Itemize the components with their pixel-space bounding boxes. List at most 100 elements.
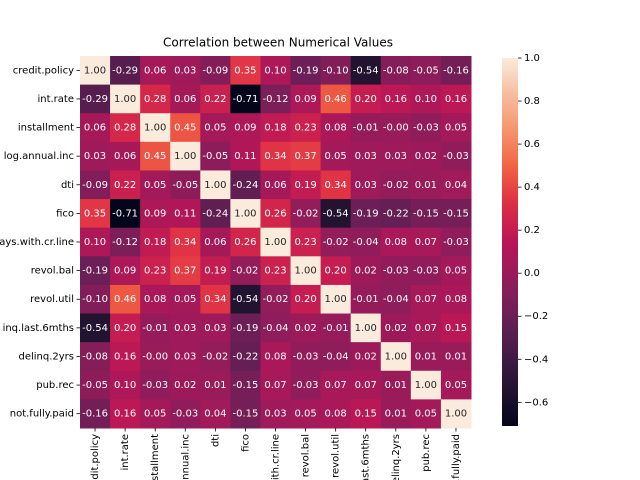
heatmap-cell: [260, 370, 292, 400]
heatmap-cell: [350, 399, 382, 429]
cell-label: -0.03: [443, 151, 469, 162]
heatmap-cell: [350, 284, 382, 315]
cell-label: -0.02: [383, 180, 409, 191]
heatmap-cell: [140, 141, 171, 171]
y-tick-label: credit.policy: [13, 65, 74, 76]
heatmap-cell: [230, 84, 261, 114]
heatmap-cell: [110, 84, 141, 114]
heatmap-cell: [170, 199, 201, 229]
cell-label: 0.08: [445, 294, 467, 305]
x-tick-label: days.with.cr.line: [271, 434, 282, 480]
cell-label: -0.19: [293, 65, 319, 76]
cell-label: 0.19: [204, 266, 226, 277]
cell-label: 0.46: [114, 294, 136, 305]
x-tick-label: revol.bal: [301, 434, 312, 477]
cell-label: 0.35: [84, 208, 106, 219]
cell-label: -0.29: [112, 65, 138, 76]
heatmap-cell: [260, 227, 292, 257]
heatmap-cell: [200, 370, 231, 400]
heatmap-cell: [110, 170, 141, 200]
heatmap-cell: [170, 56, 201, 86]
cell-label: 0.02: [294, 323, 316, 334]
heatmap-cell: [410, 342, 442, 372]
cell-label: -0.03: [293, 380, 319, 391]
cell-label: 0.19: [294, 180, 316, 191]
x-tick-label: inq.last.6mths: [361, 434, 372, 480]
heatmap-cell: [110, 256, 141, 286]
heatmap-cell: [410, 56, 442, 86]
cell-label: -0.71: [232, 94, 258, 105]
cell-label: -0.15: [413, 208, 439, 219]
heatmap-cell: [440, 141, 472, 171]
y-tick-label: delinq.2yrs: [18, 351, 74, 362]
cell-label: 0.04: [445, 180, 467, 191]
cell-label: 0.07: [325, 380, 347, 391]
heatmap-cell: [290, 56, 322, 86]
heatmap-cell: [260, 342, 292, 372]
heatmap-cell: [320, 256, 352, 286]
cell-label: -0.03: [413, 123, 439, 134]
cell-label: -0.04: [323, 351, 349, 362]
heatmap-cell: [200, 56, 231, 86]
heatmap-cell: [140, 342, 171, 372]
cell-label: 0.34: [325, 180, 347, 191]
cell-label: 0.46: [325, 94, 347, 105]
heatmap-cell: [440, 113, 472, 143]
heatmap-cell: [350, 342, 382, 372]
heatmap-cell: [230, 170, 261, 200]
cell-label: -0.22: [232, 351, 258, 362]
heatmap-cell: [410, 113, 442, 143]
cell-label: -0.03: [443, 237, 469, 248]
cell-label: 1.00: [174, 151, 196, 162]
heatmap-cell: [200, 399, 231, 429]
colorbar: [502, 58, 518, 426]
heatmap-cell: [170, 227, 201, 257]
heatmap-cell: [200, 141, 231, 171]
heatmap-cell: [200, 342, 231, 372]
cell-label: 0.20: [355, 94, 377, 105]
cell-label: 0.01: [415, 351, 437, 362]
cell-label: 0.03: [385, 151, 407, 162]
cell-label: 0.06: [114, 151, 136, 162]
cell-label: 0.34: [264, 151, 286, 162]
heatmap-cell: [380, 199, 412, 229]
x-tick-label: delinq.2yrs: [391, 434, 402, 480]
cell-label: 0.05: [325, 151, 347, 162]
heatmap-cell: [170, 113, 201, 143]
heatmap-cell: [110, 113, 141, 143]
cell-label: 1.00: [264, 237, 286, 248]
cell-label: 1.00: [84, 65, 106, 76]
cell-label: 0.45: [144, 151, 166, 162]
heatmap-cell: [110, 141, 141, 171]
cell-label: 0.34: [174, 237, 196, 248]
cell-label: 0.11: [234, 151, 256, 162]
cell-label: 0.06: [264, 180, 286, 191]
heatmap-cell: [350, 227, 382, 257]
heatmap-cell: [290, 227, 322, 257]
heatmap-cell: [350, 84, 382, 114]
cell-label: 0.01: [445, 351, 467, 362]
cell-label: -0.01: [353, 123, 379, 134]
heatmap-cell: [290, 313, 322, 343]
heatmap-cell: [380, 227, 412, 257]
heatmap-cell: [410, 399, 442, 429]
cell-label: 0.16: [445, 94, 467, 105]
cell-label: 0.03: [174, 351, 196, 362]
y-tick-label: dti: [61, 180, 74, 191]
heatmap-cell: [80, 84, 111, 114]
heatmap-cell: [260, 399, 292, 429]
heatmap-cell: [260, 170, 292, 200]
heatmap-cell: [410, 284, 442, 315]
cell-label: 0.23: [144, 266, 166, 277]
heatmap-cell: [200, 170, 231, 200]
cell-label: -0.02: [232, 266, 258, 277]
heatmap-cell: [110, 284, 141, 315]
cell-label: 0.34: [204, 294, 226, 305]
cell-label: 1.00: [355, 323, 377, 334]
cell-label: 0.23: [264, 266, 286, 277]
heatmap-cell: [110, 342, 141, 372]
heatmap-cell: [80, 342, 111, 372]
cell-label: 0.03: [355, 151, 377, 162]
